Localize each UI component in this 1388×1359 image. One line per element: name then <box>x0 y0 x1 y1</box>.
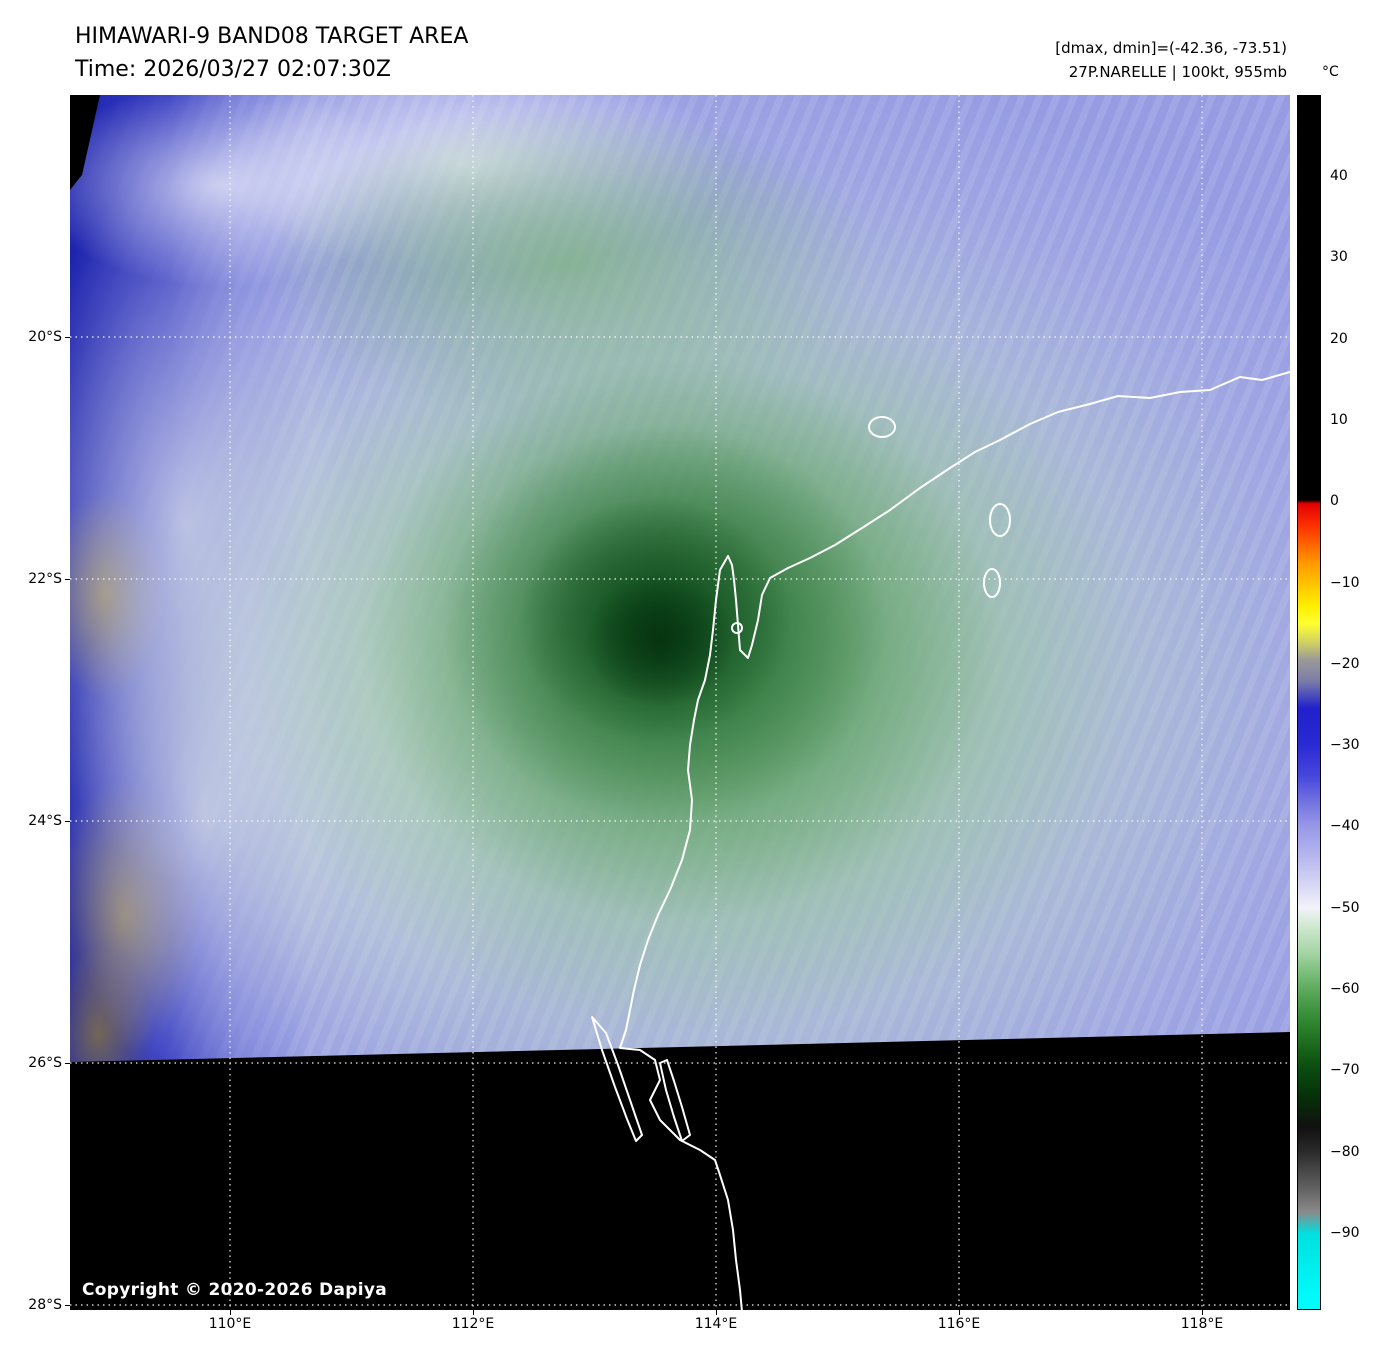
axis-tick <box>1202 1310 1203 1315</box>
lat-tick-label-26s: 26°S <box>28 1055 62 1071</box>
colorbar <box>1297 95 1321 1310</box>
lat-tick-label-22s: 22°S <box>28 571 62 587</box>
axis-tick <box>65 1063 70 1064</box>
colorbar-tick-label: −30 <box>1330 737 1360 753</box>
info-block: [dmax, dmin]=(-42.36, -73.51) 27P.NARELL… <box>1055 36 1287 84</box>
island-outline-barrow <box>868 416 896 438</box>
axis-tick <box>473 1310 474 1315</box>
axis-tick <box>65 579 70 580</box>
header-block: HIMAWARI-9 BAND08 TARGET AREA Time: 2026… <box>75 20 468 86</box>
copyright-watermark: Copyright © 2020-2026 Dapiya <box>82 1280 387 1300</box>
dminmax-readout: [dmax, dmin]=(-42.36, -73.51) <box>1055 39 1287 57</box>
island-outline-ne-2 <box>983 568 1001 598</box>
colorbar-tick-label: 30 <box>1330 249 1348 265</box>
graticule <box>70 95 1290 1310</box>
island-outline-ne-1 <box>989 503 1011 537</box>
island-outline-dirk-hartog <box>591 1016 643 1142</box>
product-title: HIMAWARI-9 BAND08 TARGET AREA <box>75 24 469 49</box>
lat-tick-label-28s: 28°S <box>28 1297 62 1313</box>
map-plot-area: Copyright © 2020-2026 Dapiya <box>70 95 1290 1310</box>
axis-tick <box>65 337 70 338</box>
colorbar-tick-label: −80 <box>1330 1144 1360 1160</box>
coastline-path <box>619 371 1290 1310</box>
no-data-region-bottom <box>70 1032 1290 1310</box>
colorbar-tick-label: 20 <box>1330 331 1348 347</box>
map-overlay <box>70 95 1290 1310</box>
colorbar-tick-label: 10 <box>1330 412 1348 428</box>
axis-tick <box>716 1310 717 1315</box>
colorbar-tick-label: −90 <box>1330 1225 1360 1241</box>
colorbar-tick-label: 40 <box>1330 168 1348 184</box>
colorbar-tick-label: −40 <box>1330 818 1360 834</box>
axis-tick <box>230 1310 231 1315</box>
colorbar-tick-label: 0 <box>1330 493 1339 509</box>
colorbar-tick-label: −60 <box>1330 981 1360 997</box>
lon-tick-label-114e: 114°E <box>694 1316 738 1332</box>
colorbar-unit-label: °C <box>1322 64 1339 80</box>
island-outline-peron <box>659 1059 691 1142</box>
axis-tick <box>959 1310 960 1315</box>
lon-tick-label-112e: 112°E <box>451 1316 495 1332</box>
lon-tick-label-118e: 118°E <box>1180 1316 1224 1332</box>
product-time: Time: 2026/03/27 02:07:30Z <box>75 57 391 82</box>
island-outline-gulf <box>731 622 743 634</box>
colorbar-tick-label: −50 <box>1330 900 1360 916</box>
lat-tick-label-24s: 24°S <box>28 813 62 829</box>
lon-tick-label-110e: 110°E <box>208 1316 252 1332</box>
lon-tick-label-116e: 116°E <box>937 1316 981 1332</box>
lat-tick-label-20s: 20°S <box>28 329 62 345</box>
storm-info: 27P.NARELLE | 100kt, 955mb <box>1068 63 1287 81</box>
axis-tick <box>65 821 70 822</box>
colorbar-tick-label: −10 <box>1330 575 1360 591</box>
axis-tick <box>65 1305 70 1306</box>
colorbar-tick-label: −20 <box>1330 656 1360 672</box>
colorbar-tick-label: −70 <box>1330 1062 1360 1078</box>
